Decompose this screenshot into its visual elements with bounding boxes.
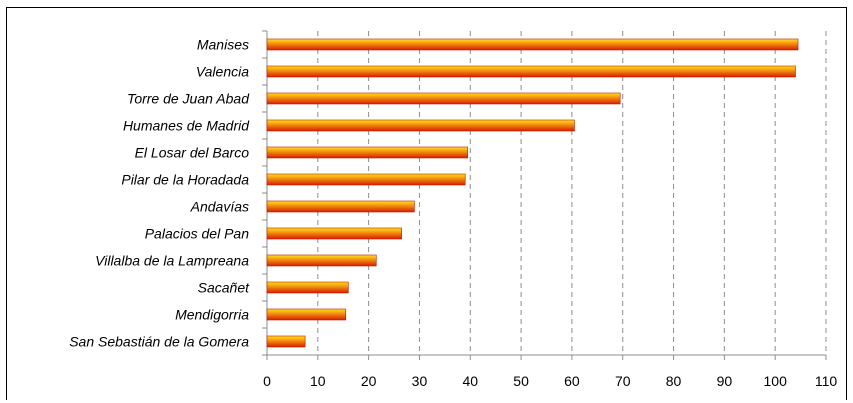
bar <box>266 254 377 267</box>
x-tick-labels: 0 10 20 30 40 50 60 70 80 90 100 110 <box>263 373 837 389</box>
x-tick-label: 50 <box>513 373 529 389</box>
category-label: Valencia <box>196 64 249 80</box>
category-label: Sacañet <box>198 280 250 296</box>
bar <box>266 308 347 321</box>
x-tick-label: 90 <box>717 373 733 389</box>
category-label: Andavías <box>190 199 249 215</box>
bar <box>266 119 575 132</box>
x-tick-label: 20 <box>361 373 377 389</box>
category-labels: Manises Valencia Torre de Juan Abad Humanes… <box>69 37 250 350</box>
x-tick-label: 30 <box>412 373 428 389</box>
category-label: Palacios del Pan <box>145 226 250 242</box>
x-tick-label: 110 <box>815 373 838 389</box>
category-label: Manises <box>197 37 249 53</box>
category-label: Pilar de la Horadada <box>121 172 249 188</box>
category-label: San Sebastián de la Gomera <box>69 334 249 350</box>
axes <box>262 30 827 360</box>
bars <box>266 38 799 348</box>
bar <box>266 200 415 213</box>
category-label: Mendigorria <box>175 307 249 323</box>
category-label: Villalba de la Lampreana <box>95 253 249 269</box>
bar <box>266 281 349 294</box>
x-tick-label: 0 <box>263 373 271 389</box>
bar <box>266 38 799 51</box>
grid-lines <box>317 31 827 355</box>
x-tick-label: 100 <box>764 373 788 389</box>
category-label: Torre de Juan Abad <box>127 91 250 107</box>
bar <box>266 227 402 240</box>
x-tick-label: 60 <box>564 373 580 389</box>
category-label: Humanes de Madrid <box>123 118 250 134</box>
chart-frame <box>6 7 847 400</box>
x-tick-label: 80 <box>666 373 682 389</box>
bar <box>266 173 466 186</box>
x-tick-label: 70 <box>615 373 631 389</box>
bar <box>266 92 621 105</box>
x-tick-label: 40 <box>462 373 478 389</box>
bar <box>266 146 469 159</box>
bar <box>266 335 306 348</box>
x-tick-label: 10 <box>310 373 326 389</box>
bar <box>266 65 796 78</box>
category-label: El Losar del Barco <box>135 145 250 161</box>
